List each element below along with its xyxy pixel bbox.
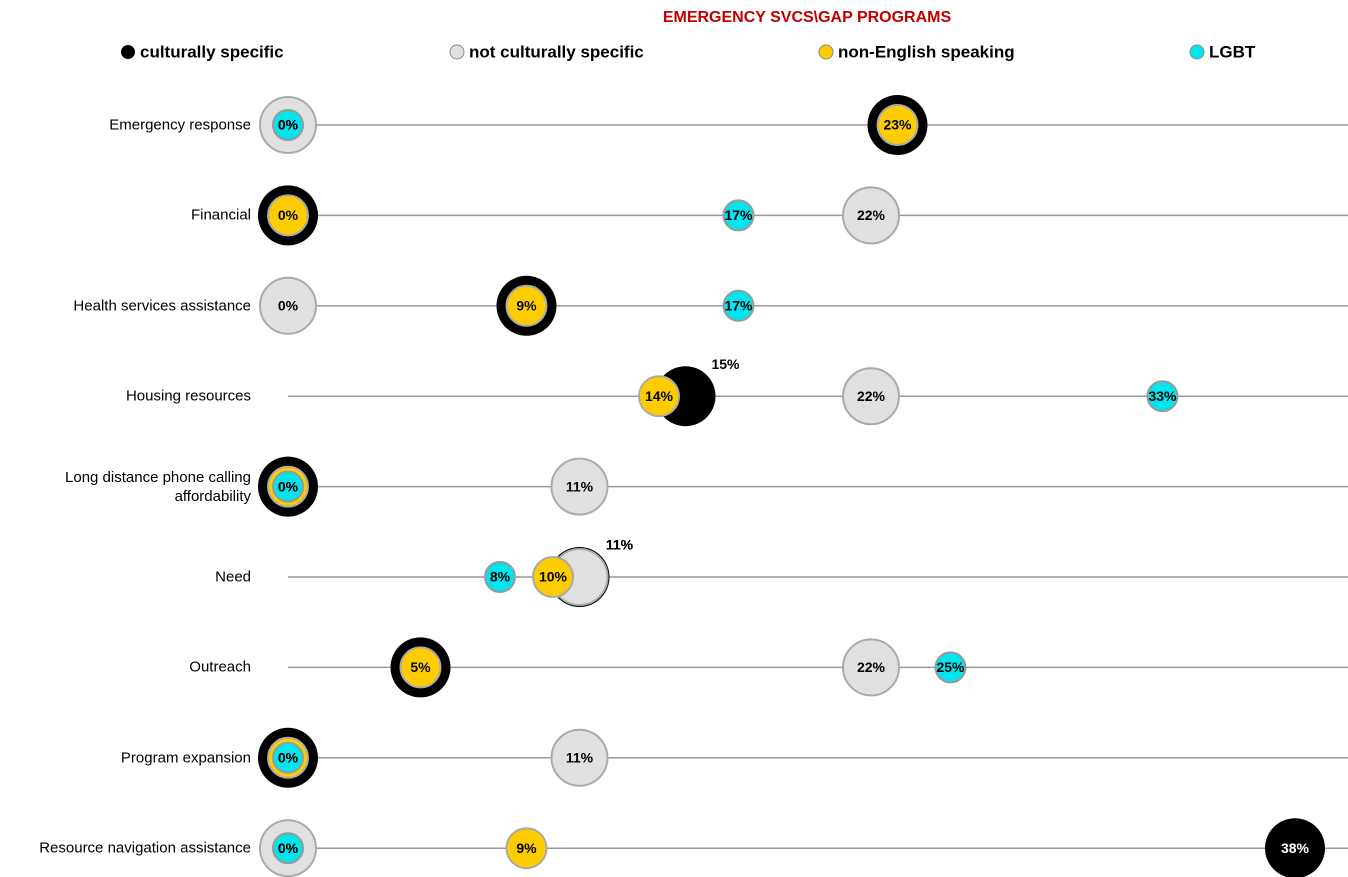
data-label: 0% bbox=[278, 117, 299, 133]
data-label: 0% bbox=[278, 298, 299, 314]
dot bbox=[272, 741, 304, 774]
dot bbox=[1265, 818, 1325, 877]
data-label: 23% bbox=[883, 117, 912, 133]
dot bbox=[267, 194, 309, 237]
data-label: 11% bbox=[566, 478, 594, 494]
dot bbox=[272, 470, 304, 503]
data-label: 0% bbox=[278, 840, 299, 856]
legend-label: not culturally specific bbox=[469, 42, 644, 61]
dot bbox=[272, 832, 304, 865]
legend-marker bbox=[449, 44, 465, 60]
category-label: Long distance phone calling affordabilit… bbox=[65, 468, 251, 505]
dot bbox=[842, 186, 900, 245]
chart-title: EMERGENCY SVCS\GAP PROGRAMS bbox=[663, 9, 952, 26]
data-label: 33% bbox=[1148, 388, 1177, 404]
category-label: Outreach bbox=[189, 658, 251, 676]
category-label: Program expansion bbox=[120, 749, 251, 767]
dot bbox=[842, 638, 900, 697]
category-label: Health services assistance bbox=[73, 297, 251, 315]
data-label: 5% bbox=[410, 659, 431, 675]
category-label: Housing resources bbox=[125, 387, 251, 405]
data-label: 0% bbox=[278, 840, 299, 856]
data-label: 17% bbox=[724, 207, 753, 223]
data-label: 0% bbox=[278, 478, 299, 494]
dot bbox=[505, 284, 548, 327]
data-label: 17% bbox=[724, 298, 753, 314]
legend-marker bbox=[1189, 44, 1205, 60]
dot bbox=[272, 109, 304, 141]
data-label: 10% bbox=[539, 569, 568, 585]
data-label: 0% bbox=[278, 750, 299, 766]
category-label: Need bbox=[215, 568, 251, 586]
data-label: 5% bbox=[410, 659, 431, 675]
data-label: 8% bbox=[490, 569, 511, 585]
data-label: 25% bbox=[936, 659, 965, 675]
data-label: 11% bbox=[566, 750, 594, 766]
legend-marker bbox=[121, 45, 135, 59]
data-label: 22% bbox=[857, 388, 886, 404]
data-label: 0% bbox=[278, 750, 299, 766]
dot bbox=[505, 827, 548, 870]
category-label: Emergency response bbox=[109, 116, 251, 134]
dot bbox=[842, 367, 900, 426]
dot bbox=[532, 556, 574, 598]
legend-marker bbox=[818, 44, 834, 60]
dot bbox=[638, 375, 680, 418]
data-label: 0% bbox=[278, 750, 299, 766]
data-label: 0% bbox=[278, 478, 299, 494]
data-label: 9% bbox=[516, 840, 537, 856]
dot bbox=[876, 104, 919, 146]
data-label: 38% bbox=[1281, 840, 1310, 856]
legend-label: LGBT bbox=[1209, 42, 1256, 61]
dot bbox=[550, 728, 609, 787]
category-label: Financial bbox=[190, 206, 251, 224]
data-label: 0% bbox=[278, 207, 299, 223]
data-label: 0% bbox=[278, 478, 299, 494]
data-label: 11% bbox=[606, 537, 634, 553]
data-label: 9% bbox=[516, 298, 537, 314]
dot bbox=[484, 561, 516, 593]
data-label: 11% bbox=[606, 537, 634, 553]
data-label: 15% bbox=[711, 356, 740, 372]
legend-label: non-English speaking bbox=[838, 42, 1015, 61]
dot bbox=[722, 289, 755, 322]
dot bbox=[934, 651, 967, 684]
dot bbox=[1146, 380, 1179, 413]
data-label: 0% bbox=[278, 117, 299, 133]
dot bbox=[259, 276, 317, 335]
data-label: 22% bbox=[857, 207, 886, 223]
data-label: 0% bbox=[278, 207, 299, 223]
category-label: Resource navigation assistance bbox=[39, 839, 251, 857]
dot bbox=[722, 199, 755, 232]
dot bbox=[550, 457, 609, 516]
data-label: 14% bbox=[645, 388, 674, 404]
data-label: 22% bbox=[857, 659, 886, 675]
data-label: 9% bbox=[516, 298, 537, 314]
data-label: 23% bbox=[883, 117, 912, 133]
dot bbox=[399, 646, 442, 689]
legend-label: culturally specific bbox=[140, 42, 284, 61]
